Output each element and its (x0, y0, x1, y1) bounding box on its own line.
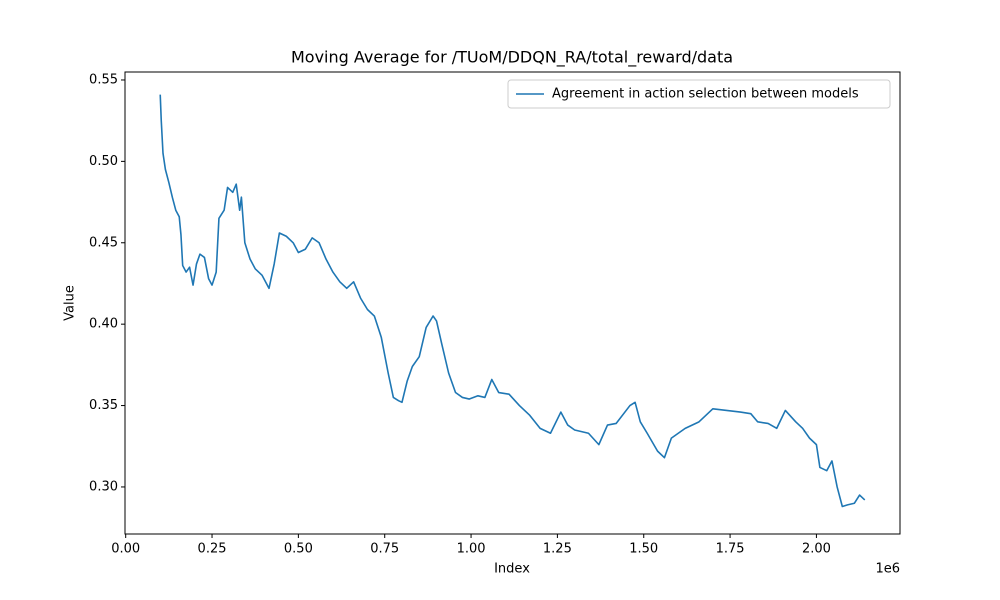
x-tick-label: 1.25 (543, 542, 572, 557)
x-tick-label: 0.50 (284, 542, 313, 557)
chart-title: Moving Average for /TUoM/DDQN_RA/total_r… (291, 48, 733, 68)
x-tick-label: 0.00 (111, 542, 140, 557)
x-tick-label: 2.00 (802, 542, 831, 557)
legend-box (507, 79, 891, 109)
y-tick-label: 0.55 (89, 72, 118, 87)
y-tick-label: 0.30 (89, 479, 118, 494)
x-tick-label: 0.25 (198, 542, 227, 557)
x-tick-label: 0.75 (370, 542, 399, 557)
y-axis-label: Value (63, 285, 78, 321)
data-line (159, 94, 866, 508)
plot-frame (124, 71, 901, 535)
y-tick-label: 0.50 (89, 154, 118, 169)
x-tick-label: 1.00 (457, 542, 486, 557)
x-offset-label: 1e6 (875, 562, 900, 577)
x-axis-label: Index (494, 562, 530, 577)
x-tick-label: 1.50 (629, 542, 658, 557)
x-tick-label: 1.75 (716, 542, 745, 557)
legend-label: Agreement in action selection between mo… (552, 87, 859, 102)
y-tick-label: 0.35 (89, 398, 118, 413)
y-tick-label: 0.45 (89, 235, 118, 250)
y-tick-label: 0.40 (89, 317, 118, 332)
